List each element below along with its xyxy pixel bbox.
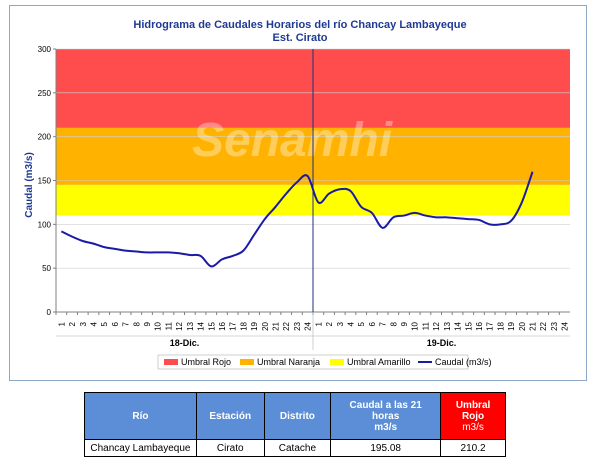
x-tick-label-22: 23 xyxy=(293,321,302,330)
x-tick-label-34: 11 xyxy=(421,321,430,330)
x-tick-label-4: 5 xyxy=(100,321,109,326)
legend-entry-0: Umbral Rojo xyxy=(181,357,231,367)
legend-swatch-2 xyxy=(330,359,344,365)
cell-rio: Chancay Lambayeque xyxy=(84,439,197,457)
cell-caudal: 195.08 xyxy=(330,439,442,457)
header-caudal-line2: m3/s xyxy=(374,421,398,433)
legend-swatch-0 xyxy=(164,359,178,365)
y-axis-label: Caudal (m3/s) xyxy=(24,152,35,218)
x-tick-label-27: 4 xyxy=(346,321,355,326)
x-tick-label-33: 10 xyxy=(411,321,420,330)
x-tick-label-21: 22 xyxy=(282,321,291,330)
x-tick-label-17: 18 xyxy=(239,321,248,330)
y-tick-label-0: 0 xyxy=(47,308,52,317)
header-umbral-line2: Rojo xyxy=(461,410,485,422)
header-umbral-rojo: Umbral Rojo m3/s xyxy=(440,392,506,440)
legend-entry-1: Umbral Naranja xyxy=(257,357,320,367)
legend-entry-3: Caudal (m3/s) xyxy=(435,357,492,367)
x-tick-label-39: 16 xyxy=(475,321,484,330)
x-tick-label-40: 17 xyxy=(486,321,495,330)
cell-estacion: Cirato xyxy=(195,439,265,457)
summary-table: Río Estación Distrito Caudal a las 21 ho… xyxy=(84,392,506,457)
x-tick-label-3: 4 xyxy=(89,321,98,326)
x-tick-label-16: 17 xyxy=(229,321,238,330)
chart-title: Hidrograma de Caudales Horarios del río … xyxy=(133,19,466,31)
header-caudal-line1: Caudal a las 21 horas xyxy=(349,399,422,422)
x-tick-label-6: 7 xyxy=(122,321,131,326)
x-tick-label-36: 13 xyxy=(443,321,452,330)
header-umbral-line3: m3/s xyxy=(462,421,484,433)
x-tick-label-44: 21 xyxy=(529,321,538,330)
x-tick-label-14: 15 xyxy=(207,321,216,330)
x-tick-label-47: 24 xyxy=(561,321,570,330)
x-tick-label-20: 21 xyxy=(272,321,281,330)
x-tick-label-45: 22 xyxy=(539,321,548,330)
x-tick-label-26: 3 xyxy=(336,321,345,326)
x-tick-label-24: 1 xyxy=(314,321,323,326)
y-tick-label-3: 150 xyxy=(38,177,52,186)
legend: Umbral Rojo Umbral Naranja Umbral Amarillo… xyxy=(157,354,492,370)
x-tick-label-29: 6 xyxy=(368,321,377,326)
x-tick-label-7: 8 xyxy=(132,321,141,326)
x-tick-label-31: 8 xyxy=(389,321,398,326)
x-tick-label-35: 12 xyxy=(432,321,441,330)
x-tick-label-38: 15 xyxy=(464,321,473,330)
x-tick-label-23: 24 xyxy=(304,321,313,330)
x-tick-label-25: 2 xyxy=(325,321,334,326)
x-tick-label-41: 18 xyxy=(496,321,505,330)
legend-entry-2: Umbral Amarillo xyxy=(347,357,411,367)
table-row: Chancay Lambayeque Cirato Catache 195.08… xyxy=(84,439,506,457)
header-estacion: Estación xyxy=(195,392,265,440)
y-tick-label-5: 250 xyxy=(38,89,52,98)
y-tick-label-6: 300 xyxy=(38,45,52,54)
x-tick-label-28: 5 xyxy=(357,321,366,326)
x-tick-label-15: 16 xyxy=(218,321,227,330)
y-tick-label-2: 100 xyxy=(38,220,52,229)
x-tick-label-9: 10 xyxy=(154,321,163,330)
x-tick-label-32: 9 xyxy=(400,321,409,326)
x-tick-label-30: 7 xyxy=(379,321,388,326)
x-tick-label-10: 11 xyxy=(164,321,173,330)
x-tick-label-18: 19 xyxy=(250,321,259,330)
x-tick-label-1: 2 xyxy=(68,321,77,326)
x-tick-label-11: 12 xyxy=(175,321,184,330)
x-tick-label-42: 19 xyxy=(507,321,516,330)
x-tick-label-37: 14 xyxy=(454,321,463,330)
legend-swatch-1 xyxy=(240,359,254,365)
hydrograph-chart: Hidrograma de Caudales Horarios del río … xyxy=(24,19,570,370)
x-tick-label-43: 20 xyxy=(518,321,527,330)
legend-box xyxy=(157,354,469,370)
table-header-row: Río Estación Distrito Caudal a las 21 ho… xyxy=(84,392,506,440)
header-umbral-line1: Umbral xyxy=(455,399,491,411)
x-tick-label-12: 13 xyxy=(186,321,195,330)
header-caudal: Caudal a las 21 horas m3/s xyxy=(330,392,442,440)
x-tick-label-46: 23 xyxy=(550,321,559,330)
x-tick-label-0: 1 xyxy=(57,321,66,326)
header-distrito: Distrito xyxy=(263,392,332,440)
cell-umbral: 210.2 xyxy=(440,439,506,457)
x-tick-label-5: 6 xyxy=(111,321,120,326)
y-tick-label-4: 200 xyxy=(38,133,52,142)
cell-distrito: Catache xyxy=(263,439,332,457)
x-tick-label-19: 20 xyxy=(261,321,270,330)
chart-frame: Hidrograma de Caudales Horarios del río … xyxy=(9,5,587,381)
day-label-0: 18-Dic. xyxy=(170,338,200,348)
header-rio: Río xyxy=(84,392,197,440)
x-tick-label-2: 3 xyxy=(79,321,88,326)
watermark-text: Senamhi xyxy=(192,114,394,167)
x-tick-label-13: 14 xyxy=(197,321,206,330)
x-tick-label-8: 9 xyxy=(143,321,152,326)
y-tick-label-1: 50 xyxy=(42,264,51,273)
chart-subtitle: Est. Cirato xyxy=(272,32,327,44)
series-line-0 xyxy=(60,171,534,268)
day-label-1: 19-Dic. xyxy=(427,338,457,348)
